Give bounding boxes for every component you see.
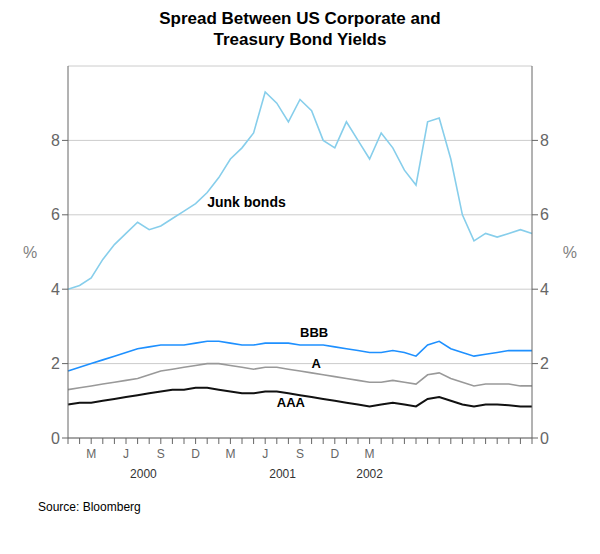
svg-text:6: 6	[540, 206, 549, 223]
svg-text:J: J	[262, 447, 268, 461]
svg-text:J: J	[123, 447, 129, 461]
svg-text:4: 4	[540, 281, 549, 298]
svg-text:8: 8	[51, 132, 60, 149]
svg-text:2: 2	[540, 355, 549, 372]
svg-text:8: 8	[540, 132, 549, 149]
svg-text:M: M	[86, 447, 96, 461]
svg-text:AAA: AAA	[277, 395, 306, 410]
svg-text:2: 2	[51, 355, 60, 372]
svg-text:%: %	[563, 244, 577, 261]
svg-text:2000: 2000	[130, 467, 157, 481]
svg-text:S: S	[296, 447, 304, 461]
svg-text:2002: 2002	[356, 467, 383, 481]
svg-text:A: A	[312, 356, 322, 371]
svg-text:M: M	[225, 447, 235, 461]
svg-text:M: M	[365, 447, 375, 461]
svg-text:4: 4	[51, 281, 60, 298]
svg-text:%: %	[23, 244, 37, 261]
html-text:Source: Bloomberg: Source: Bloomberg	[38, 500, 141, 514]
svg-text:S: S	[157, 447, 165, 461]
svg-text:0: 0	[51, 430, 60, 447]
svg-text:D: D	[330, 447, 339, 461]
svg-text:Junk bonds: Junk bonds	[207, 194, 286, 210]
svg-text:2001: 2001	[269, 467, 296, 481]
svg-text:0: 0	[540, 430, 549, 447]
svg-text:BBB: BBB	[300, 325, 328, 340]
svg-text:6: 6	[51, 206, 60, 223]
html-text:Spread Between US Corporate an: Spread Between US Corporate and Treasury…	[159, 9, 441, 49]
svg-text:D: D	[191, 447, 200, 461]
